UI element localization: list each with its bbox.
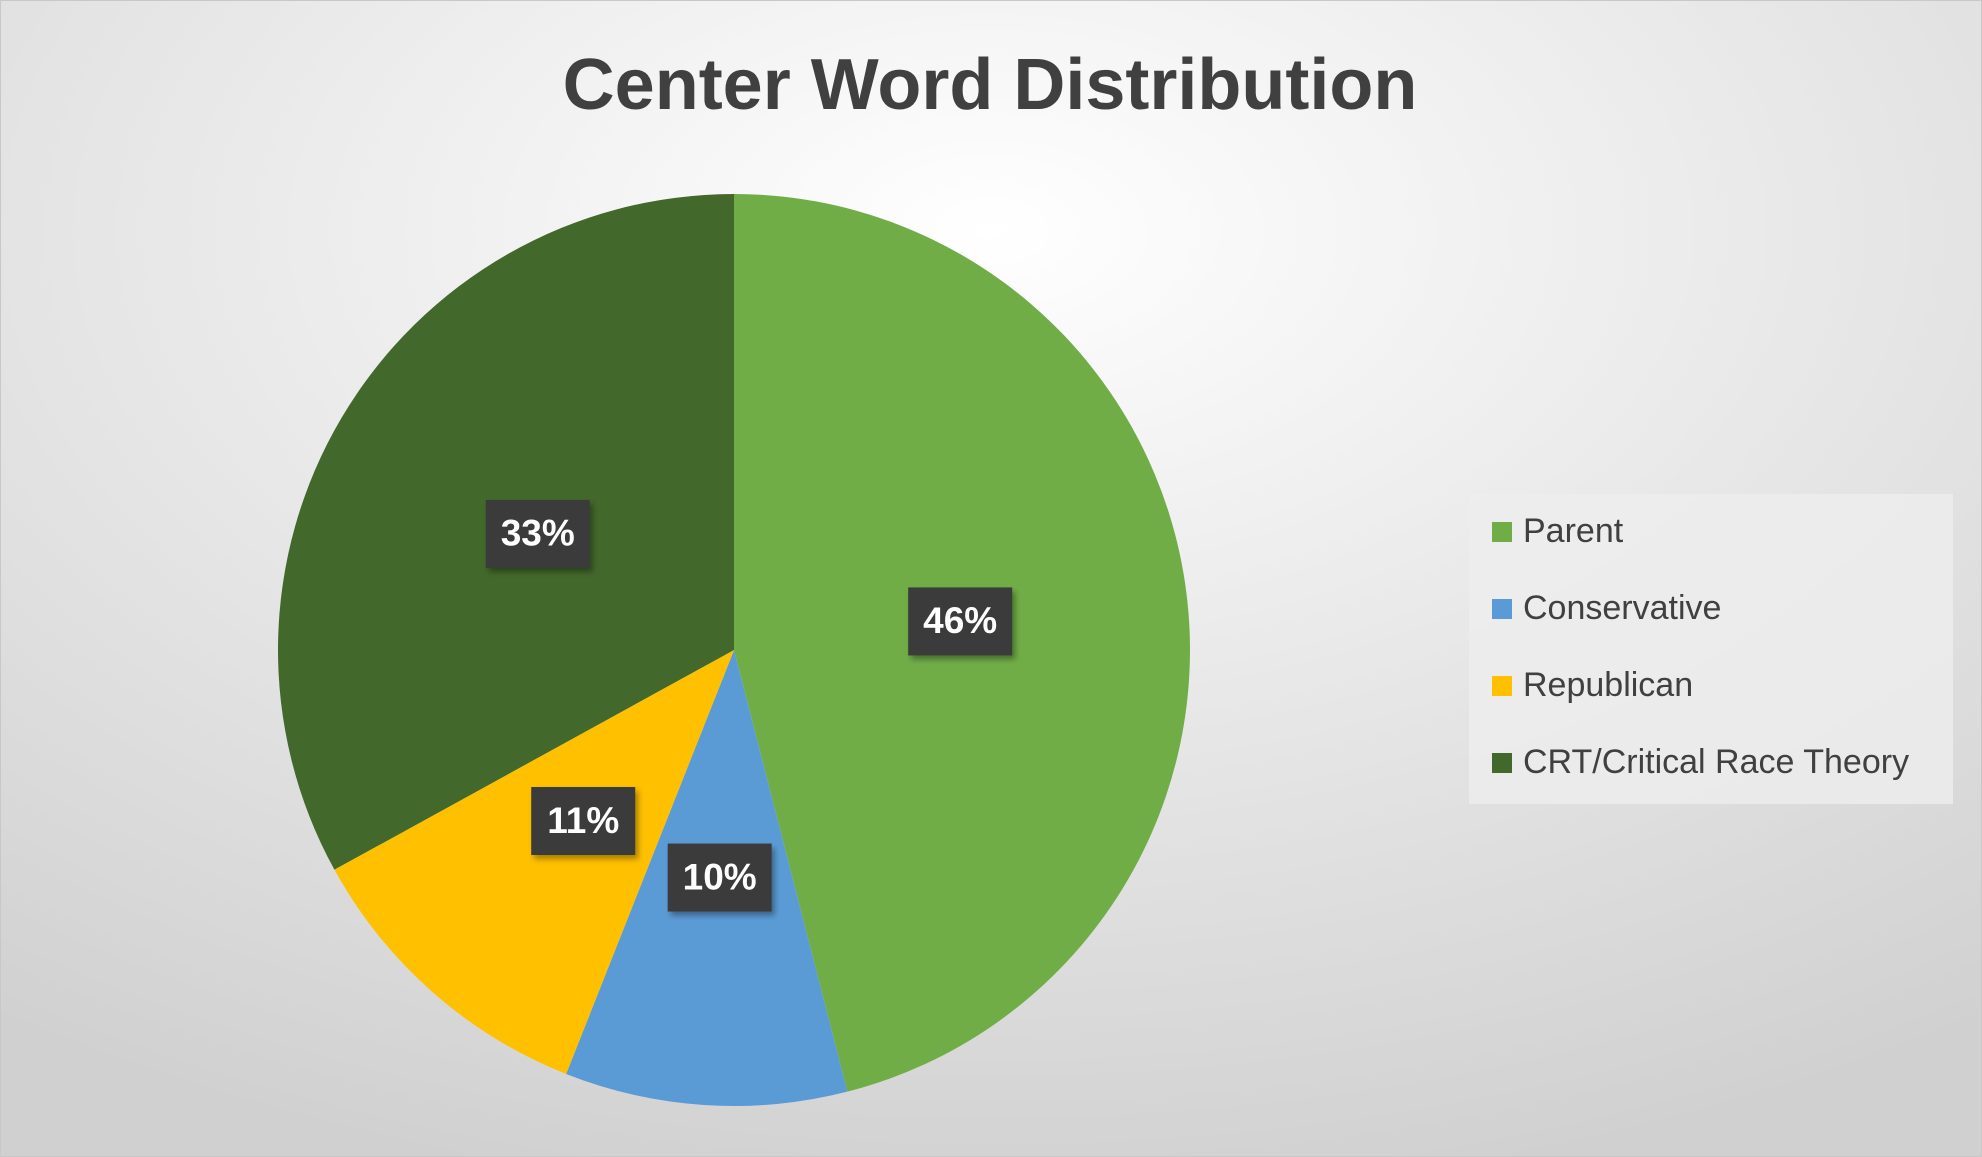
- data-label-box: [667, 843, 772, 912]
- legend-label: CRT/Critical Race Theory: [1523, 743, 1909, 781]
- legend-label: Republican: [1523, 666, 1693, 704]
- legend-swatch: [1492, 599, 1512, 619]
- legend-swatch: [1492, 753, 1512, 773]
- legend-swatch: [1492, 676, 1512, 696]
- pie-slice: [334, 650, 734, 1074]
- data-label-box: [485, 499, 590, 568]
- data-label-box: [531, 787, 636, 856]
- legend-swatch: [1492, 522, 1512, 542]
- chart-title: Center Word Distribution: [563, 45, 1418, 125]
- legend-label: Parent: [1523, 512, 1624, 550]
- data-label-box: [908, 587, 1013, 656]
- data-label: 10%: [683, 856, 757, 897]
- legend-label: Conservative: [1523, 589, 1721, 627]
- legend-box: [1469, 494, 1953, 804]
- data-label: 11%: [547, 800, 619, 841]
- data-label: 33%: [501, 513, 575, 554]
- data-label: 46%: [923, 600, 997, 641]
